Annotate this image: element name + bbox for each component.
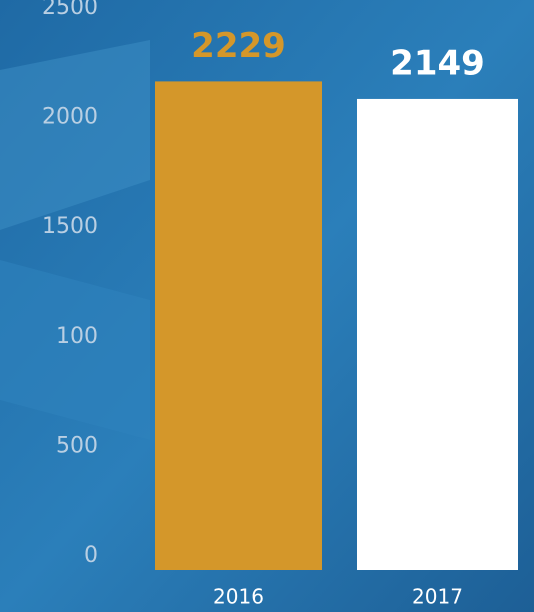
y-tick-label: 500 bbox=[56, 433, 98, 458]
x-tick-label: 2016 bbox=[213, 585, 264, 609]
y-tick-label: 2500 bbox=[42, 0, 98, 20]
bar bbox=[155, 81, 322, 570]
y-tick-label: 0 bbox=[84, 543, 98, 568]
value-label: 2229 bbox=[191, 26, 286, 66]
y-tick-label: 2000 bbox=[42, 105, 98, 130]
x-tick-label: 2017 bbox=[412, 585, 463, 609]
y-tick-label: 100 bbox=[56, 324, 98, 349]
chart: 0 500 100 1500 2000 2500 2229 2016 2149 2017 bbox=[0, 0, 534, 612]
page: 05001001500200025002229201621492017 (() … bbox=[0, 0, 534, 612]
y-tick-label: 1500 bbox=[42, 214, 98, 239]
value-label: 2149 bbox=[390, 43, 485, 83]
bar bbox=[357, 99, 518, 570]
